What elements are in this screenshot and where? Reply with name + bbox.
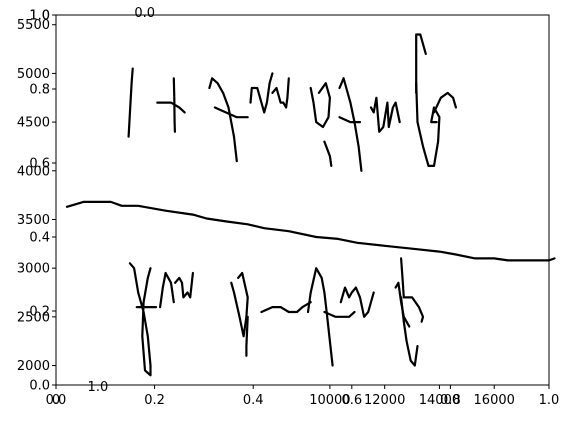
ink-stroke-9 <box>323 140 333 167</box>
ink-y-tick-label-4: 4000 <box>17 164 50 179</box>
ink-stroke-4 <box>208 77 238 163</box>
ink-y-tick-label-7: 5500 <box>17 18 50 33</box>
ink-stroke-23 <box>306 267 334 367</box>
ink-stroke-15 <box>432 91 457 114</box>
ink-stroke-18 <box>159 271 175 309</box>
base-x-tick-label-0: 0.0 <box>46 393 67 408</box>
ink-stroke-21 <box>245 315 249 357</box>
ink-stroke-25 <box>339 286 375 318</box>
base-x-tick-label-1: 0.2 <box>144 393 165 408</box>
ink-stroke-1 <box>127 67 134 138</box>
base-y-tick-label-3: 0.6 <box>29 157 50 172</box>
ink-x-tick-label-2: 12000 <box>364 393 405 408</box>
ink-y-tick-label-3: 3500 <box>17 213 50 228</box>
base-y-tick-label-1: 0.2 <box>29 305 50 320</box>
ink-stroke-8 <box>309 82 331 129</box>
plot-frame <box>55 14 550 386</box>
extra-tick-label-2: 1.0 <box>29 9 50 24</box>
ink-stroke-22 <box>260 301 312 314</box>
ink-stroke-7 <box>271 77 290 109</box>
ink-x-tick-label-3: 14000 <box>419 393 460 408</box>
base-x-tick-label-2: 0.4 <box>243 393 264 408</box>
extra-tick-label-0: 0.0 <box>134 6 155 21</box>
ink-y-tick-label-1: 2500 <box>17 310 50 325</box>
base-y-tick-label-0: 0.0 <box>29 379 50 394</box>
ink-stroke-10 <box>338 77 363 172</box>
base-x-tick-label-4: 0.8 <box>440 393 461 408</box>
ink-y-tick-label-0: 2000 <box>17 359 50 374</box>
ink-x-tick-label-4: 16000 <box>474 393 515 408</box>
axis-layer: 0.0 0.2 0.4 0.6 0.8 1.0 0.0 0.2 0.4 0.6 0.8 1.0 0 100… <box>17 6 559 408</box>
ink-stroke-11 <box>338 116 362 124</box>
ink-stroke-14 <box>415 82 441 167</box>
ink-y-tick-label-5: 4500 <box>17 116 50 131</box>
ink-stroke-13 <box>415 33 427 95</box>
ink-stroke-27 <box>400 296 419 367</box>
base-x-tick-label-5: 1.0 <box>539 393 560 408</box>
ink-stroke-12 <box>369 96 401 133</box>
ink-y-tick-label-2: 3000 <box>17 262 50 277</box>
ink-stroke-5 <box>213 106 249 119</box>
ink-stroke-20 <box>230 271 249 338</box>
ink-x-tick-label-0: 0 <box>52 393 60 408</box>
ink-stroke-3 <box>172 77 176 133</box>
ink-stroke-24 <box>323 310 356 318</box>
ink-stroke-28 <box>400 257 425 323</box>
ink-y-tick-label-6: 5000 <box>17 67 50 82</box>
base-y-tick-label-5: 1.0 <box>29 9 50 24</box>
ink-stroke-0 <box>65 200 556 262</box>
ink-stroke-6 <box>249 72 274 114</box>
base-x-tick-label-3: 0.6 <box>341 393 362 408</box>
base-y-tick-label-2: 0.4 <box>29 231 50 246</box>
series-layer <box>65 33 556 377</box>
ink-x-tick-label-1: 10000 <box>309 393 350 408</box>
ink-stroke-19 <box>174 271 194 299</box>
extra-tick-label-1: 1.0 <box>88 380 109 395</box>
base-y-tick-label-4: 0.8 <box>29 83 50 98</box>
ink-stroke-16 <box>128 262 152 377</box>
